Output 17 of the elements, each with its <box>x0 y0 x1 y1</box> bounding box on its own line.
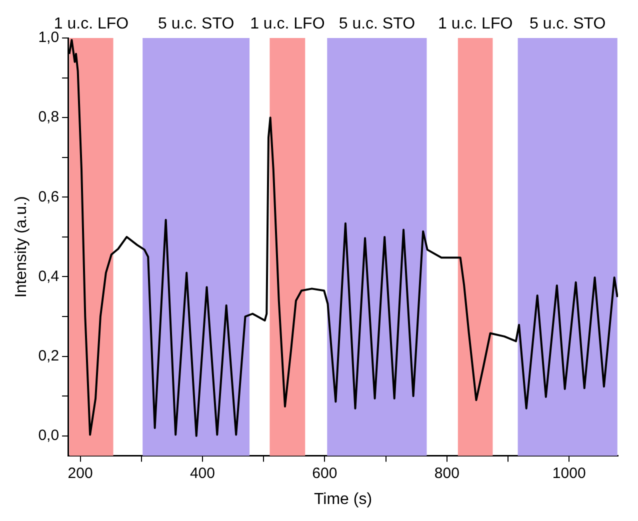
y-tick-label: 0,0 <box>38 427 60 444</box>
y-tick-label: 0,6 <box>38 188 60 206</box>
y-tick-label: 0,4 <box>38 268 60 285</box>
x-tick-label: 600 <box>312 464 338 482</box>
x-axis-title: Time (s) <box>314 490 372 508</box>
x-tick-label: 400 <box>190 464 215 482</box>
y-tick-label: 0,8 <box>38 108 60 126</box>
x-tick-label: 1000 <box>552 464 586 482</box>
band-label: 1 u.c. LFO <box>438 15 513 32</box>
band-label: 5 u.c. STO <box>338 15 416 32</box>
x-tick-label: 200 <box>68 464 93 482</box>
x-tick-label: 800 <box>434 464 460 482</box>
band-label: 1 u.c. LFO <box>250 15 325 32</box>
band-label: 5 u.c. STO <box>529 15 606 32</box>
y-tick-label: 0,2 <box>38 347 60 364</box>
y-axis-title: Intensity (a.u.) <box>13 196 30 298</box>
band-label: 5 u.c. STO <box>158 15 234 32</box>
